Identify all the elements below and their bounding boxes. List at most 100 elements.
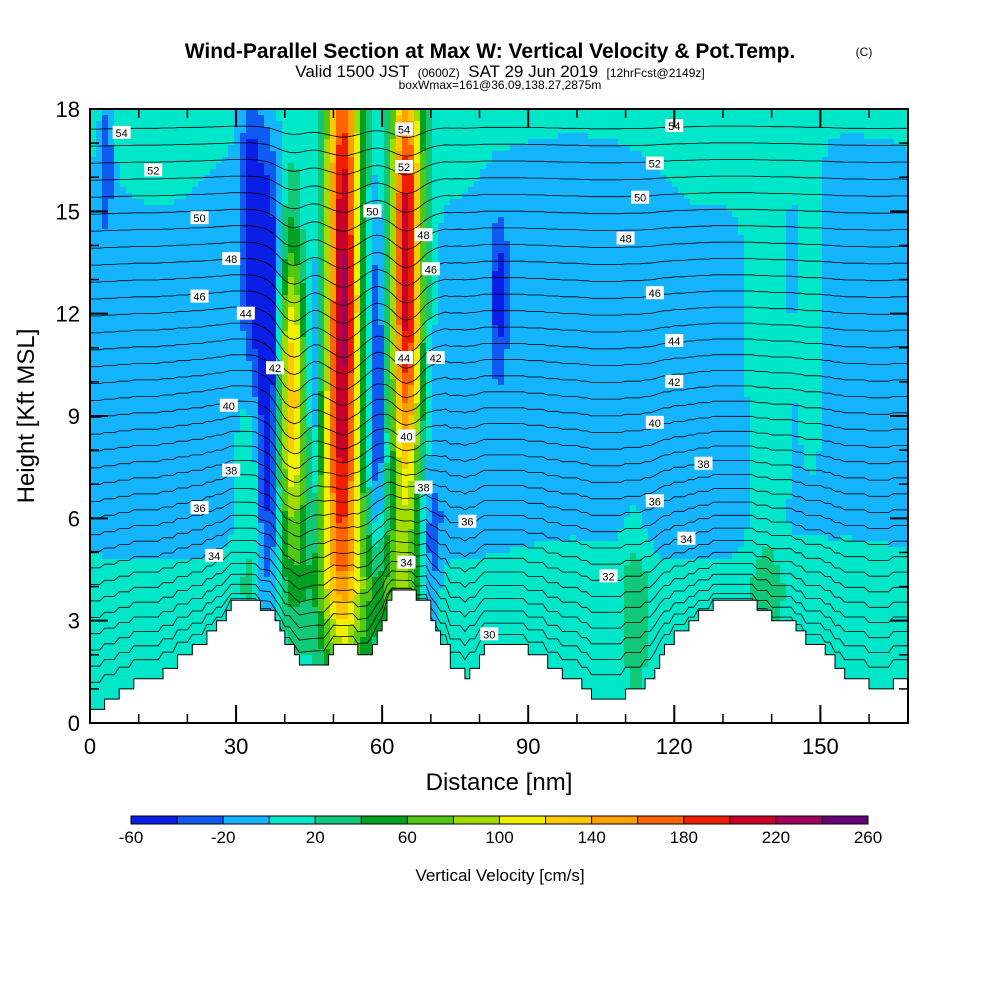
velocity-cell	[246, 175, 253, 182]
velocity-cell	[516, 175, 523, 182]
velocity-cell	[96, 127, 103, 134]
velocity-cell	[552, 247, 559, 254]
velocity-cell	[552, 109, 559, 116]
velocity-cell	[828, 121, 835, 128]
velocity-cell	[618, 217, 625, 224]
velocity-cell	[456, 313, 463, 320]
velocity-cell	[402, 307, 409, 314]
velocity-cell	[204, 259, 211, 266]
velocity-cell	[864, 247, 871, 254]
velocity-cell	[480, 241, 487, 248]
velocity-cell	[288, 295, 295, 302]
velocity-cell	[600, 205, 607, 212]
velocity-cell	[318, 169, 325, 176]
velocity-cell	[378, 151, 385, 158]
velocity-cell	[582, 247, 589, 254]
velocity-cell	[822, 121, 829, 128]
velocity-cell	[132, 259, 139, 266]
velocity-cell	[870, 145, 877, 152]
velocity-cell	[204, 319, 211, 326]
velocity-cell	[156, 187, 163, 194]
velocity-cell	[726, 121, 733, 128]
velocity-cell	[246, 163, 253, 170]
velocity-cell	[516, 151, 523, 158]
velocity-cell	[396, 235, 403, 242]
velocity-cell	[786, 277, 793, 284]
velocity-cell	[366, 301, 373, 308]
velocity-cell	[888, 121, 895, 128]
velocity-cell	[192, 265, 199, 272]
velocity-cell	[396, 301, 403, 308]
velocity-cell	[750, 115, 757, 122]
velocity-cell	[222, 211, 229, 218]
velocity-cell	[504, 295, 511, 302]
velocity-cell	[552, 265, 559, 272]
velocity-cell	[258, 211, 265, 218]
velocity-cell	[804, 205, 811, 212]
velocity-cell	[186, 121, 193, 128]
velocity-cell	[162, 169, 169, 176]
velocity-cell	[516, 217, 523, 224]
velocity-cell	[612, 199, 619, 206]
velocity-cell	[312, 241, 319, 248]
velocity-cell	[534, 235, 541, 242]
velocity-cell	[426, 325, 433, 332]
velocity-cell	[702, 313, 709, 320]
velocity-cell	[528, 301, 535, 308]
velocity-cell	[768, 253, 775, 260]
velocity-cell	[786, 283, 793, 290]
velocity-cell	[180, 127, 187, 134]
velocity-cell	[438, 127, 445, 134]
velocity-cell	[360, 265, 367, 272]
velocity-cell	[312, 133, 319, 140]
velocity-cell	[510, 199, 517, 206]
velocity-cell	[630, 217, 637, 224]
velocity-cell	[612, 127, 619, 134]
velocity-cell	[318, 241, 325, 248]
velocity-cell	[324, 247, 331, 254]
velocity-cell	[588, 313, 595, 320]
velocity-cell	[618, 169, 625, 176]
velocity-cell	[906, 175, 908, 182]
velocity-cell	[534, 181, 541, 188]
velocity-cell	[108, 229, 115, 236]
velocity-cell	[798, 199, 805, 206]
velocity-cell	[786, 169, 793, 176]
velocity-cell	[336, 199, 343, 206]
velocity-cell	[588, 235, 595, 242]
velocity-cell	[288, 211, 295, 218]
velocity-cell	[744, 247, 751, 254]
velocity-cell	[120, 121, 127, 128]
velocity-cell	[588, 151, 595, 158]
velocity-cell	[168, 241, 175, 248]
velocity-cell	[516, 187, 523, 194]
velocity-cell	[138, 229, 145, 236]
velocity-cell	[534, 265, 541, 272]
velocity-cell	[540, 151, 547, 158]
velocity-cell	[516, 313, 523, 320]
velocity-cell	[876, 121, 883, 128]
velocity-cell	[210, 289, 217, 296]
velocity-cell	[654, 199, 661, 206]
velocity-cell	[564, 163, 571, 170]
velocity-cell	[780, 199, 787, 206]
velocity-cell	[522, 163, 529, 170]
velocity-cell	[774, 121, 781, 128]
velocity-cell	[90, 181, 97, 188]
velocity-cell	[366, 295, 373, 302]
velocity-cell	[282, 127, 289, 134]
velocity-cell	[606, 157, 613, 164]
velocity-cell	[678, 211, 685, 218]
velocity-cell	[516, 109, 523, 116]
velocity-cell	[456, 307, 463, 314]
velocity-cell	[834, 151, 841, 158]
velocity-cell	[438, 133, 445, 140]
velocity-cell	[864, 271, 871, 278]
velocity-cell	[726, 127, 733, 134]
velocity-cell	[264, 127, 271, 134]
velocity-cell	[288, 289, 295, 296]
velocity-cell	[846, 169, 853, 176]
velocity-cell	[156, 241, 163, 248]
velocity-cell	[390, 301, 397, 308]
velocity-cell	[168, 217, 175, 224]
